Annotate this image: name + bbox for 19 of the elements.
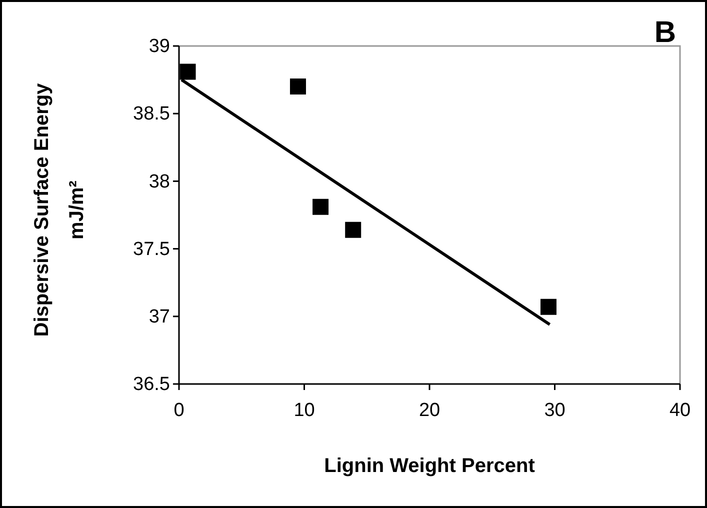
point bbox=[345, 222, 362, 238]
x-tick-label: 0 bbox=[174, 400, 184, 421]
x-axis-title: Lignin Weight Percent bbox=[324, 455, 536, 477]
y-tick-label: 39 bbox=[148, 36, 170, 58]
point bbox=[180, 64, 196, 80]
x-tick-label: 30 bbox=[544, 400, 566, 421]
x-tick-label: 20 bbox=[418, 400, 440, 421]
y-tick-label: 38 bbox=[148, 171, 170, 192]
y-tick-label: 38.5 bbox=[133, 104, 170, 125]
y-tick-label: 37.5 bbox=[133, 238, 170, 260]
y-tick-label: 37 bbox=[148, 306, 170, 328]
y-tick-label: 36.5 bbox=[133, 374, 170, 396]
point bbox=[312, 198, 329, 215]
point bbox=[290, 78, 306, 95]
point bbox=[540, 298, 556, 315]
x-tick-label: 10 bbox=[294, 400, 315, 421]
y-axis-title: Dispersive Surface Energy mJ/m² bbox=[31, 82, 88, 337]
x-tick-label: 40 bbox=[669, 400, 691, 421]
chart-title: B bbox=[654, 16, 676, 49]
